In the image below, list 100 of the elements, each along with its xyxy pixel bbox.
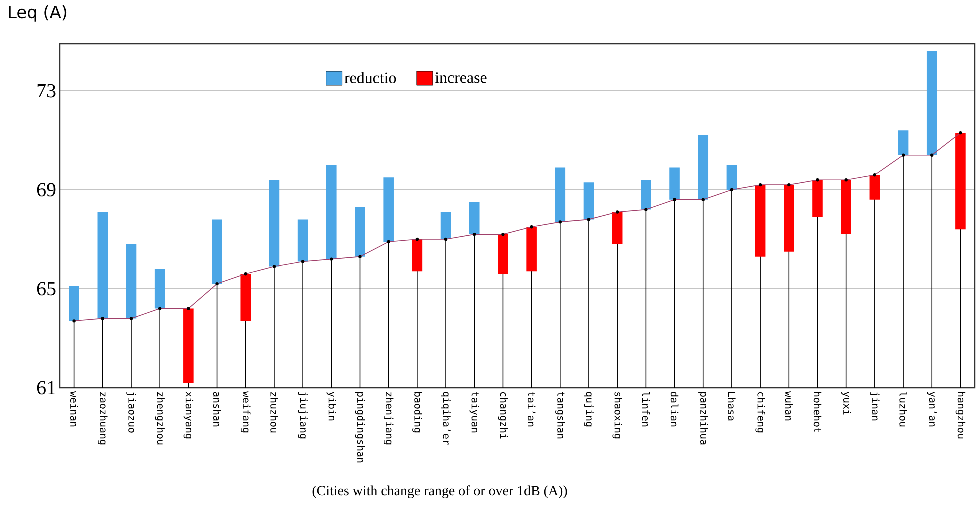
point [502,232,505,236]
bar [326,165,337,260]
bar [926,51,938,156]
point [416,238,420,242]
point [558,220,562,224]
point [902,154,906,157]
bar [526,227,537,272]
bar [469,202,480,235]
x-tick-label: yibin [326,392,336,421]
point [816,178,820,182]
y-tick-label: 73 [38,84,56,98]
x-tick-label: taiyuan [470,392,480,433]
bar [812,180,823,218]
y-tick-label: 65 [37,282,56,296]
x-tick-label: qiqiha’er [441,392,451,446]
x-tick-label: xianyang [184,392,194,439]
point [473,232,476,236]
bar [269,180,280,267]
point [959,131,962,135]
point [358,255,362,258]
bar [956,133,966,230]
x-tick-label: linfen [642,392,650,427]
bar [384,178,394,242]
x-tick-label: changzhi [498,392,508,439]
bar [670,168,680,200]
bar [841,180,852,235]
x-tick-label: zhengzhou [155,392,165,445]
point [702,198,705,202]
x-tick-label: jiujiang [298,392,308,439]
x-tick-label: yuxi [842,392,852,415]
bar [355,207,366,257]
bar [184,308,194,384]
point [530,226,534,229]
bar [870,175,880,200]
bar [726,165,738,190]
x-tick-label: zhuzhou [270,392,278,433]
x-axis-title: (Cities with change range of or over 1dB (A)) [312,486,568,498]
bar [698,136,709,200]
line-series [74,132,962,322]
x-tick-label: wuhan [785,392,794,421]
point [616,210,620,214]
x-tick-label: tai’an [528,392,536,427]
point [644,208,648,212]
x-tick-label: luzhou [900,392,908,427]
point [387,240,390,244]
x-tick-label: hohehot [814,392,822,433]
x-tick-label: anshan [213,392,222,427]
point [187,307,190,310]
x-tick-label: dalian [670,392,679,427]
point [788,183,791,187]
point [216,282,219,286]
x-tick-label: weifang [241,392,251,433]
x-tick-label: hangzhou [956,392,966,439]
x-tick-label: yan’an [927,392,937,427]
bar [154,269,166,309]
x-tick-label: zhenjiang [384,392,394,445]
bar [555,168,566,222]
x-tick-label: tangshan [556,392,566,439]
x-tick-label: qujing [584,392,594,427]
point [673,198,676,202]
x-tick-label: panzhihua [698,392,708,445]
point [844,178,848,182]
bar [240,274,252,322]
bar [641,180,652,210]
y-tick-label: 69 [37,183,56,197]
point [72,320,76,323]
point [101,317,105,320]
x-tick-label: weinan [70,392,78,427]
x-tick-label: zaozhuang [98,392,108,445]
point [130,317,134,320]
x-tick-label: pingdingshan [355,392,366,463]
point [730,188,734,192]
bar [784,185,794,252]
point [272,265,276,268]
bar [898,130,909,156]
bar [440,212,452,240]
y-tick-label: 61 [37,381,56,395]
bar [298,220,308,262]
x-tick-label: jiaozuo [126,392,136,433]
x-tick-label: shaoxing [612,392,622,439]
bar [755,185,766,257]
point [301,260,305,264]
point [587,218,591,222]
y-axis-title: Leq (A) [9,6,67,22]
bar [584,182,594,220]
bar [212,220,222,284]
point [244,272,248,276]
legend-label: increase [435,72,487,84]
x-tick-label: baoding [412,392,422,433]
point [930,154,934,157]
bar [126,244,137,319]
point [873,174,877,177]
bar [498,234,508,274]
x-tick-label: Lhasa [728,392,736,421]
point [330,258,334,261]
bar [69,286,80,322]
point [444,238,448,242]
point [758,183,762,187]
point [158,307,162,310]
legend-label: reductio [344,72,396,84]
